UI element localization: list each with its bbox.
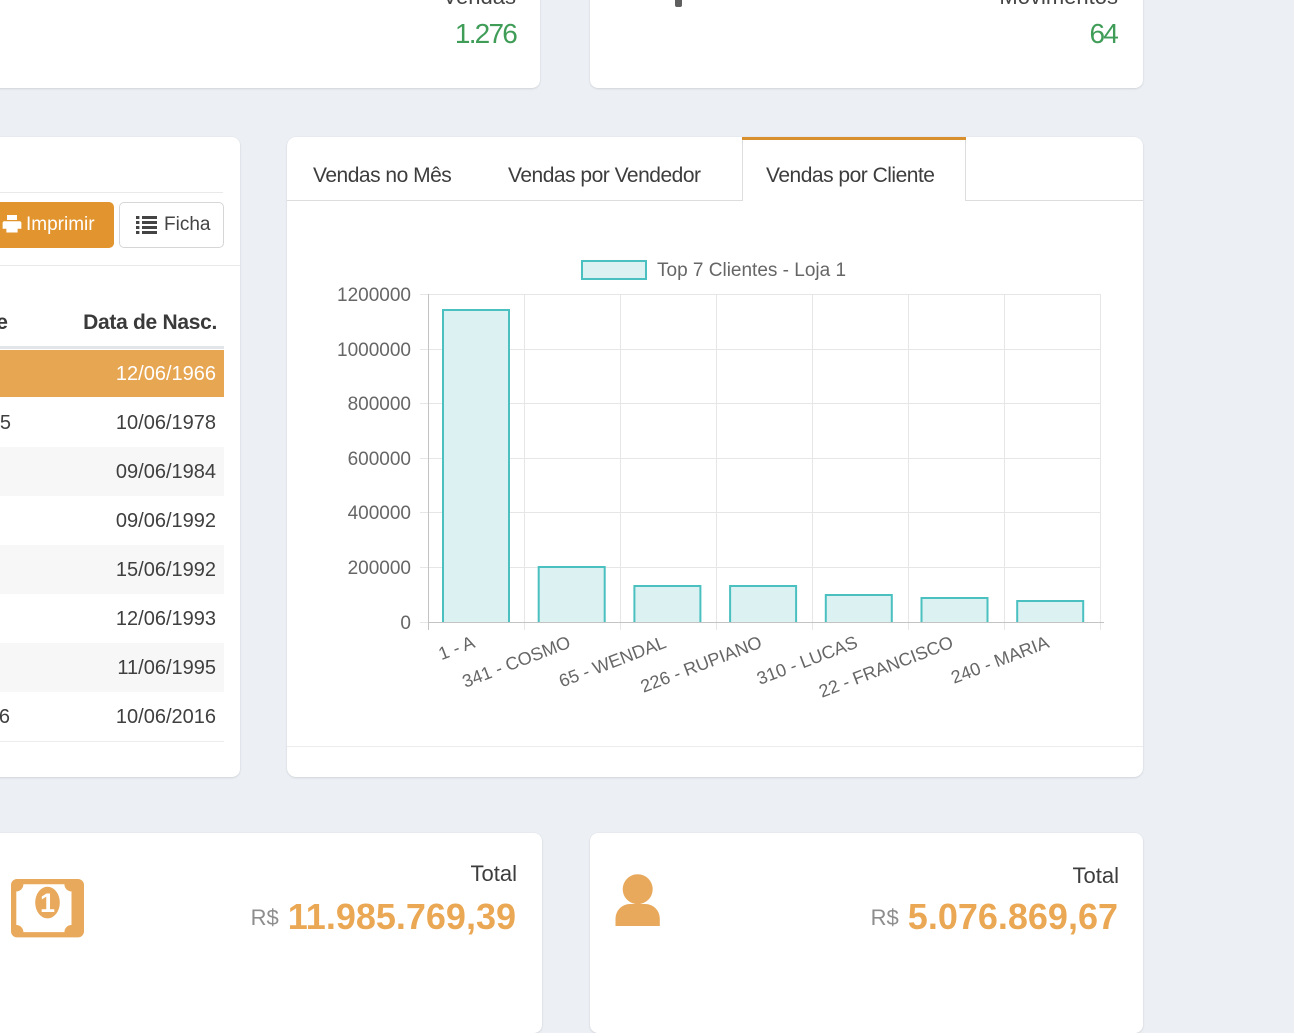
svg-text:341 - COSMO: 341 - COSMO (460, 632, 574, 692)
svg-text:1200000: 1200000 (337, 285, 411, 306)
svg-text:800000: 800000 (348, 394, 411, 415)
svg-text:600000: 600000 (348, 449, 411, 470)
svg-text:240 - MARIA: 240 - MARIA (948, 632, 1051, 688)
svg-text:200000: 200000 (348, 558, 411, 579)
svg-text:400000: 400000 (348, 503, 411, 524)
svg-text:1000000: 1000000 (337, 340, 411, 361)
svg-text:Top 7 Clientes - Loja 1: Top 7 Clientes - Loja 1 (657, 260, 846, 281)
svg-text:1: 1 (40, 888, 55, 918)
svg-text:1 - A: 1 - A (436, 632, 478, 664)
svg-text:0: 0 (400, 613, 411, 634)
